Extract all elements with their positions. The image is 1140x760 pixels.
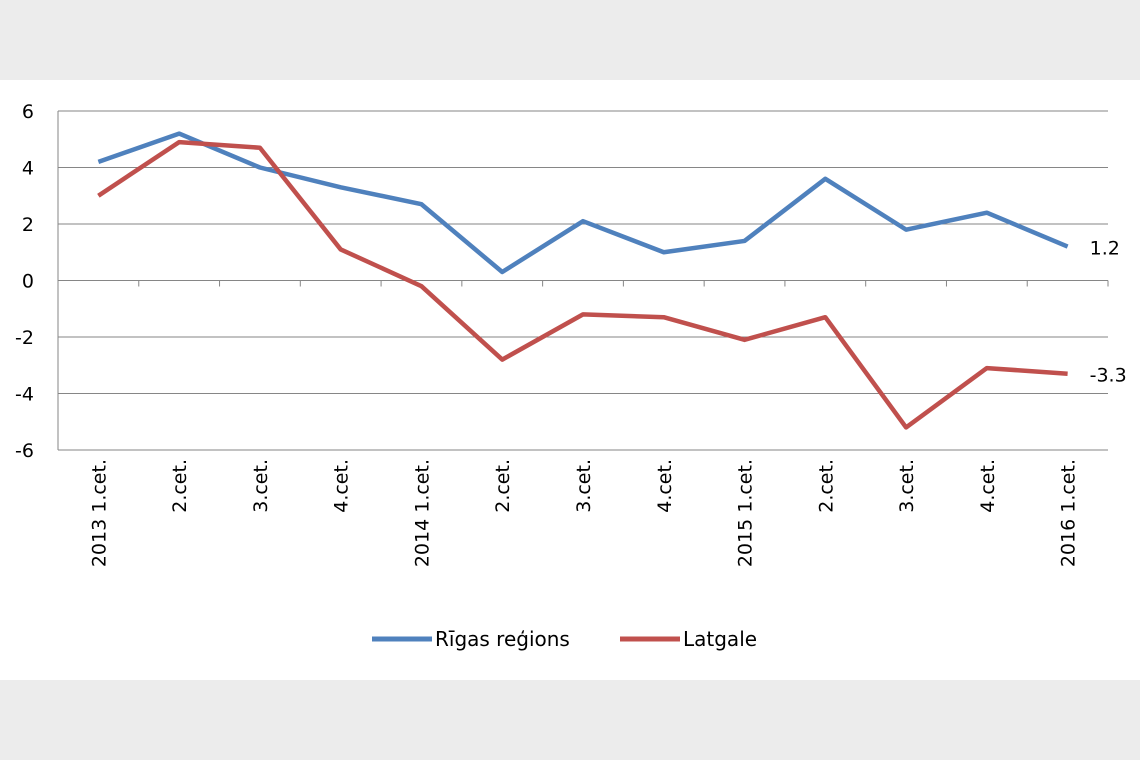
x-tick-label: 2.cet. <box>492 459 514 513</box>
y-tick-label: -6 <box>15 440 34 462</box>
legend-label: Rīgas reģions <box>435 627 570 651</box>
y-tick-label: -2 <box>15 327 34 349</box>
x-tick-label: 2013 1.cet. <box>88 459 110 567</box>
y-tick-label: 0 <box>22 271 34 293</box>
chart-card: 6 4 2 0 -2 -4 -6 2013 1.cet. 2.cet. 3.cet. 4.cet. 2… <box>0 80 1140 680</box>
series-line-latgale <box>97 139 1068 430</box>
x-tick-label: 2.cet. <box>169 459 191 513</box>
legend-label: Latgale <box>683 627 757 651</box>
x-tick-label: 2016 1.cet. <box>1058 459 1080 567</box>
x-tick-label: 4.cet. <box>654 459 676 513</box>
end-data-label: -3.3 <box>1090 365 1127 387</box>
x-tick-label: 2014 1.cet. <box>411 459 433 567</box>
x-tick-label: 3.cet. <box>896 459 918 513</box>
y-tick-label: 4 <box>22 158 34 180</box>
x-tick-label: 2.cet. <box>815 459 837 513</box>
x-tick-label: 4.cet. <box>977 459 999 513</box>
y-tick-label: -4 <box>15 384 34 406</box>
y-tick-label: 6 <box>22 101 34 123</box>
line-chart: 6 4 2 0 -2 -4 -6 2013 1.cet. 2.cet. 3.cet. 4.cet. 2… <box>15 101 1127 651</box>
y-tick-label: 2 <box>22 214 34 236</box>
x-tick-label: 3.cet. <box>250 459 272 513</box>
series-line-rigas-regions <box>97 131 1069 275</box>
x-tick-label: 2015 1.cet. <box>735 459 757 567</box>
x-tick-label: 3.cet. <box>573 459 595 513</box>
x-tick-label: 4.cet. <box>331 459 353 513</box>
end-data-label: 1.2 <box>1090 238 1120 260</box>
